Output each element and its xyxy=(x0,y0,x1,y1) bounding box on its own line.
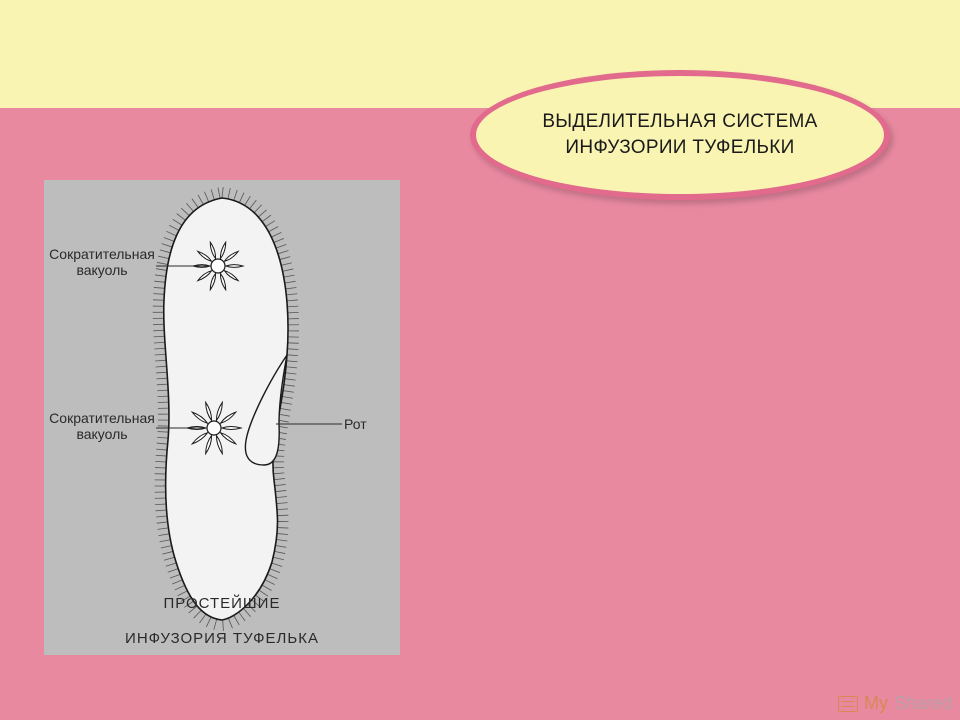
title-text: ВЫДЕЛИТЕЛЬНАЯ СИСТЕМА ИНФУЗОРИИ ТУФЕЛЬКИ xyxy=(542,109,817,160)
title-bubble: ВЫДЕЛИТЕЛЬНАЯ СИСТЕМА ИНФУЗОРИИ ТУФЕЛЬКИ xyxy=(470,70,890,200)
watermark: My Shared xyxy=(838,693,952,714)
diagram-caption-2: ИНФУЗОРИЯ ТУФЕЛЬКА xyxy=(44,630,400,647)
label-vacuole-bottom: Сократительная вакуоль xyxy=(46,410,158,442)
diagram-caption-1: ПРОСТЕЙШИЕ xyxy=(44,595,400,612)
watermark-shared: Shared xyxy=(894,693,952,714)
label-vacuole-top: Сократительная вакуоль xyxy=(46,246,158,278)
watermark-my: My xyxy=(864,693,888,714)
slides-icon xyxy=(838,696,858,712)
slide-page: ВЫДЕЛИТЕЛЬНАЯ СИСТЕМА ИНФУЗОРИИ ТУФЕЛЬКИ… xyxy=(0,0,960,720)
diagram-panel: Сократительная вакуоль Сократительная ва… xyxy=(44,180,400,655)
label-mouth: Рот xyxy=(344,416,394,432)
title-line-1: ВЫДЕЛИТЕЛЬНАЯ СИСТЕМА xyxy=(542,111,817,132)
title-line-2: ИНФУЗОРИИ ТУФЕЛЬКИ xyxy=(565,137,794,158)
